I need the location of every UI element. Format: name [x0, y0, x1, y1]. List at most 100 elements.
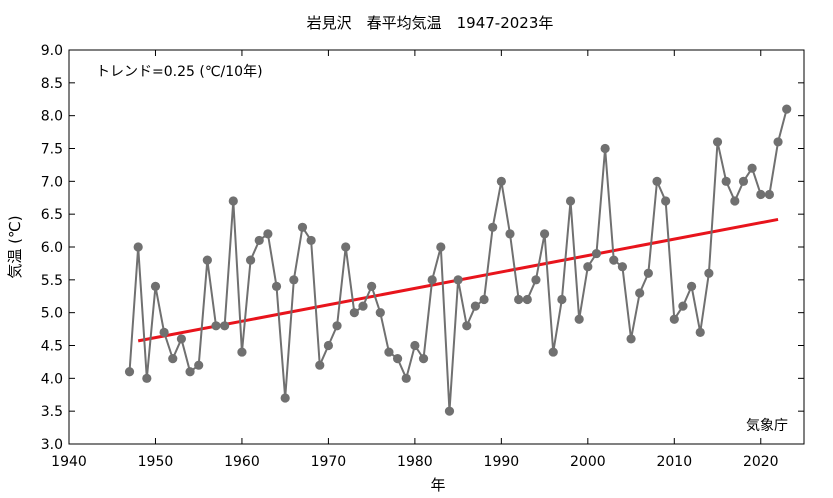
- data-point: [297, 222, 308, 232]
- x-tick-label: 2010: [656, 454, 692, 470]
- data-point: [488, 222, 498, 232]
- data-point: [756, 189, 766, 200]
- data-point: [505, 229, 515, 239]
- data-point: [410, 340, 420, 351]
- y-tick-label: 8.5: [41, 76, 63, 92]
- data-point: [695, 327, 705, 337]
- data-point: [531, 275, 541, 285]
- data-point: [609, 255, 619, 265]
- data-point: [142, 373, 152, 383]
- data-point: [686, 281, 697, 291]
- data-point: [133, 242, 143, 252]
- data-point: [220, 321, 230, 331]
- data-point: [159, 327, 169, 337]
- x-tick-label: 1980: [397, 454, 433, 470]
- x-tick-label: 1940: [51, 454, 87, 470]
- data-point: [211, 321, 221, 331]
- data-point: [392, 354, 403, 364]
- data-point: [427, 275, 437, 285]
- data-point: [375, 308, 385, 318]
- trend-annotation: トレンド=0.25 (℃/10年): [96, 64, 263, 80]
- x-axis-label: 年: [430, 476, 445, 494]
- y-tick-label: 4.5: [41, 339, 63, 355]
- data-point: [315, 360, 325, 370]
- data-point: [418, 354, 429, 364]
- data-point: [539, 229, 550, 239]
- x-tick-label: 2000: [570, 454, 606, 470]
- data-point: [176, 334, 187, 344]
- y-tick-label: 7.5: [41, 142, 63, 158]
- data-point: [574, 314, 584, 324]
- data-point: [150, 281, 161, 291]
- data-point: [712, 137, 723, 147]
- data-point: [782, 104, 792, 114]
- credit-annotation: 気象庁: [746, 418, 788, 434]
- y-tick-label: 6.5: [41, 207, 63, 223]
- x-tick-label: 1990: [484, 454, 520, 470]
- data-point: [747, 163, 757, 173]
- data-point: [462, 321, 472, 331]
- y-tick-label: 5.0: [41, 306, 63, 322]
- data-point: [522, 294, 532, 305]
- data-point: [185, 367, 195, 377]
- x-tick-label: 2020: [743, 454, 779, 470]
- data-point: [323, 340, 334, 351]
- data-point: [514, 294, 524, 305]
- data-point: [228, 196, 238, 206]
- y-axis-label: 気温 (℃): [6, 215, 24, 278]
- data-point: [738, 176, 749, 186]
- data-point: [617, 262, 628, 272]
- x-tick-label: 1950: [138, 454, 174, 470]
- data-point: [591, 248, 602, 259]
- data-point: [436, 242, 446, 252]
- data-point: [237, 347, 247, 357]
- data-point: [600, 143, 610, 154]
- data-point: [669, 314, 679, 324]
- y-axis: 3.0 3.5 4.0 4.5 5.0 5.5 6.0 6.5 7.0 7.5 8.0 8.5 9.0: [41, 43, 804, 453]
- data-point: [280, 393, 290, 403]
- data-point: [773, 137, 783, 147]
- x-axis: 1940 1950 1960 1970 1980 1990 2000 2010 2020: [51, 50, 779, 470]
- y-tick-label: 3.0: [41, 437, 63, 453]
- data-point: [271, 281, 282, 291]
- data-point: [661, 196, 671, 206]
- data-point: [479, 294, 489, 305]
- data-point: [548, 347, 558, 357]
- data-point: [496, 176, 506, 186]
- data-point: [168, 354, 178, 364]
- data-point: [652, 176, 662, 186]
- y-tick-label: 3.5: [41, 404, 63, 420]
- data-point: [401, 373, 411, 383]
- data-point: [635, 288, 645, 298]
- y-tick-label: 4.0: [41, 371, 63, 387]
- y-tick-label: 8.0: [41, 109, 63, 125]
- data-point: [643, 268, 653, 278]
- y-tick-label: 7.0: [41, 174, 63, 190]
- data-point: [557, 294, 567, 305]
- data-point: [263, 229, 273, 239]
- data-point: [583, 262, 593, 272]
- data-point: [254, 235, 264, 246]
- chart-title: 岩見沢 春平均気温 1947-2023年: [307, 14, 554, 32]
- data-point: [202, 255, 212, 265]
- data-point: [367, 281, 377, 291]
- data-point: [764, 189, 775, 200]
- data-point: [730, 196, 740, 206]
- x-tick-label: 1970: [311, 454, 347, 470]
- data-point: [565, 196, 576, 206]
- data-point: [289, 275, 299, 285]
- data-point: [444, 406, 455, 416]
- data-point: [332, 321, 342, 331]
- data-point: [453, 275, 463, 285]
- x-tick-label: 1960: [224, 454, 260, 470]
- data-point: [349, 308, 359, 318]
- data-point: [626, 334, 636, 344]
- series-line: [128, 108, 788, 412]
- data-point: [678, 301, 688, 311]
- y-tick-label: 9.0: [41, 43, 63, 59]
- y-tick-label: 5.5: [41, 273, 63, 289]
- data-point: [470, 301, 481, 311]
- data-point: [704, 268, 714, 278]
- data-point: [124, 367, 135, 377]
